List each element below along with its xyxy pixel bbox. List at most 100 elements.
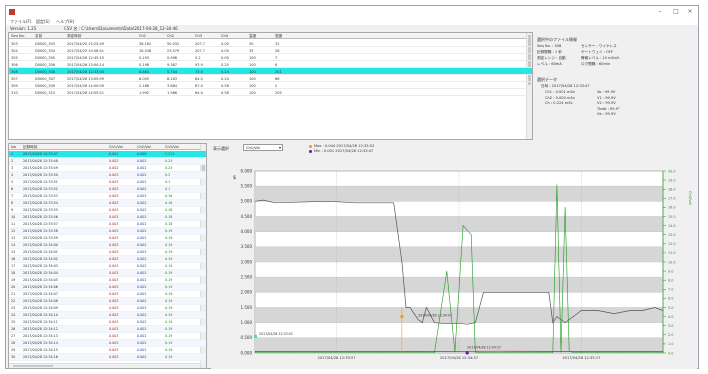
data-table-row[interactable]: 23 2017/04/28 12:34:09 0.003 0.002 0.19 bbox=[9, 305, 206, 312]
data-table-cell: 19 bbox=[11, 278, 16, 282]
data-table-header-cell[interactable]: No bbox=[11, 145, 16, 149]
data-table-header-cell[interactable]: Ch3/Val bbox=[165, 145, 179, 149]
file-table-cell: 303 bbox=[11, 41, 18, 46]
data-point bbox=[499, 350, 501, 352]
data-table-h-scrollbar[interactable] bbox=[9, 363, 200, 368]
menu-file[interactable]: ファイル(F) bbox=[10, 19, 32, 24]
file-table-cell: 64.0 bbox=[195, 90, 203, 95]
data-table-row[interactable]: 27 2017/04/28 12:34:13 0.003 0.002 0.19 bbox=[9, 333, 206, 340]
file-table-header-cell[interactable]: Ch1 bbox=[139, 34, 147, 38]
data-table-cell: 0.003 bbox=[109, 278, 119, 282]
data-table-cell: 11 bbox=[11, 222, 16, 226]
data-table-cell: 0.002 bbox=[137, 159, 147, 163]
data-table-row[interactable]: 30 2017/04/28 12:34:16 0.003 0.002 0.19 bbox=[9, 354, 206, 361]
close-button[interactable]: × bbox=[687, 8, 693, 15]
data-table-row[interactable]: 8 2017/04/28 12:33:54 0.003 0.002 0.16 bbox=[9, 200, 206, 207]
channel-select[interactable]: Ch1/Val ▾ bbox=[243, 144, 283, 151]
data-table-row[interactable]: 3 2017/04/28 12:33:49 0.002 0.002 0.24 bbox=[9, 165, 206, 172]
file-table-cell: 0.198 bbox=[139, 62, 150, 67]
file-table-row[interactable]: 303 D0000_303 2017/04/20 15:20:49 38.162 50.… bbox=[9, 40, 532, 47]
file-table-row[interactable]: 310 D0000_310 2017/04/28 14:55:21 1.992 1.98… bbox=[9, 89, 532, 96]
data-table-row[interactable]: 28 2017/04/28 12:34:14 0.003 0.002 0.19 bbox=[9, 340, 206, 347]
data-table-cell: 0.002 bbox=[137, 215, 147, 219]
data-point bbox=[540, 352, 541, 353]
data-table-row[interactable]: 22 2017/04/28 12:34:08 0.003 0.002 0.19 bbox=[9, 298, 206, 305]
menu-help[interactable]: ヘルプ(H) bbox=[56, 19, 75, 24]
file-table-row[interactable]: 304 D0000_304 2017/04/25 10:06:41 18.038 23.… bbox=[9, 47, 532, 54]
data-point bbox=[262, 199, 264, 201]
file-table-cell: 0.58 bbox=[221, 83, 229, 88]
data-table-row[interactable]: 16 2017/04/28 12:34:02 0.003 0.002 0.19 bbox=[9, 256, 206, 263]
data-point bbox=[621, 352, 623, 353]
file-table-header-cell[interactable]: 名前 bbox=[35, 34, 43, 38]
data-table-row[interactable]: 18 2017/04/28 12:34:04 0.003 0.002 0.19 bbox=[9, 270, 206, 277]
data-table-cell: 0.19 bbox=[165, 229, 173, 233]
data-table-row[interactable]: 1 2017/04/28 12:33:47 0.001 0.000 0.224 bbox=[9, 151, 206, 158]
data-table-row[interactable]: 17 2017/04/28 12:34:03 0.003 0.002 0.19 bbox=[9, 263, 206, 270]
data-table-row[interactable]: 20 2017/04/28 12:34:06 0.003 0.002 0.19 bbox=[9, 284, 206, 291]
data-table-cell: 0.003 bbox=[109, 229, 119, 233]
data-table-row[interactable]: 6 2017/04/28 12:33:52 0.003 0.002 0.1 bbox=[9, 186, 206, 193]
data-table-cell: 0.002 bbox=[137, 278, 147, 282]
data-point bbox=[450, 322, 452, 324]
data-point bbox=[417, 351, 419, 352]
file-table-cell: 306 bbox=[11, 62, 18, 67]
data-table-row[interactable]: 25 2017/04/28 12:34:11 0.003 0.002 0.19 bbox=[9, 319, 206, 326]
file-table-header-cell[interactable]: Ch2 bbox=[167, 34, 175, 38]
data-table-row[interactable]: 21 2017/04/28 12:34:07 0.003 0.002 0.19 bbox=[9, 291, 206, 298]
data-table-row[interactable]: 4 2017/04/28 12:33:50 0.003 0.002 0.2 bbox=[9, 172, 206, 179]
data-table-cell: 2017/04/28 12:34:08 bbox=[23, 299, 58, 303]
file-table-header-cell[interactable]: Ch3 bbox=[195, 34, 203, 38]
file-table-row[interactable]: 307 D0000_307 2017/04/26 13:05:09 8.005 8.16… bbox=[9, 75, 532, 82]
legend-max-text: Max : 5.044 2017/04/28 12:33:52 bbox=[314, 144, 375, 148]
chart-panel: 表示選択 Ch1/Val ▾ Max : 5.044 2017/04/28 12… bbox=[211, 143, 697, 369]
data-table-cell: 2017/04/28 12:34:13 bbox=[23, 334, 58, 338]
maximize-button[interactable]: □ bbox=[673, 8, 679, 15]
data-table-row[interactable]: 26 2017/04/28 12:34:12 0.003 0.002 0.19 bbox=[9, 326, 206, 333]
data-table-row[interactable]: 15 2017/04/28 12:34:01 0.003 0.002 0.19 bbox=[9, 249, 206, 256]
data-table-row[interactable]: 12 2017/04/28 12:33:58 0.003 0.002 0.19 bbox=[9, 228, 206, 235]
data-table-row[interactable]: 2 2017/04/28 12:33:48 0.002 0.002 0.24 bbox=[9, 158, 206, 165]
data-table-cell: 0.003 bbox=[109, 313, 119, 317]
data-table-row[interactable]: 14 2017/04/28 12:34:00 0.003 0.002 0.19 bbox=[9, 242, 206, 249]
data-table-cell: 2017/04/28 12:34:07 bbox=[23, 292, 58, 296]
data-point bbox=[499, 292, 501, 293]
data-table-cell: 28 bbox=[11, 341, 16, 345]
data-table-row[interactable]: 11 2017/04/28 12:33:57 0.003 0.002 0.18 bbox=[9, 221, 206, 228]
data-table-header-cell[interactable]: Ch2/Val bbox=[137, 145, 151, 149]
menu-settings[interactable]: 設定(S) bbox=[36, 19, 50, 24]
data-table-row[interactable]: 24 2017/04/28 12:34:10 0.003 0.002 0.19 bbox=[9, 312, 206, 319]
file-table-row[interactable]: 306 D0000_306 2017/04/26 13:00:14 0.198 9.38… bbox=[9, 61, 532, 68]
data-point bbox=[462, 225, 464, 226]
file-table-row[interactable]: 308 D0000_308 2017/04/28 12:33:00 8.884 5.74… bbox=[9, 68, 532, 75]
legend-min: Min : 0.001 2017/04/28 12:33:47 bbox=[309, 149, 373, 153]
minimize-button[interactable]: – bbox=[658, 8, 662, 15]
data-table-row[interactable]: 19 2017/04/28 12:34:05 0.003 0.002 0.19 bbox=[9, 277, 206, 284]
file-table-header-cell[interactable]: 温度 bbox=[249, 34, 257, 38]
file-table-header-cell[interactable]: Ch4 bbox=[221, 34, 229, 38]
line-chart[interactable]: 6.000 5.500 5.000 4.500 4.000 3.500 3.000 2.500… bbox=[211, 157, 697, 369]
data-table-header-cell[interactable]: Ch1/Val bbox=[109, 145, 123, 149]
file-table-header-cell[interactable]: 湿度 bbox=[275, 34, 283, 38]
data-point bbox=[421, 322, 423, 323]
y-left-tick: 1.000 bbox=[241, 320, 253, 325]
selected-data-value: Ch : 0.224 mSv bbox=[545, 101, 573, 105]
selected-data-value: V2 : 99.9V bbox=[597, 101, 616, 105]
file-table-header-cell[interactable]: 測定時刻 bbox=[67, 34, 82, 38]
data-table-header-cell[interactable]: 記録時刻 bbox=[23, 145, 38, 149]
data-table-cell: 0.16 bbox=[165, 194, 173, 198]
selected-data-value: Vo : 99.9V bbox=[597, 90, 616, 94]
data-table-row[interactable]: 7 2017/04/28 12:33:53 0.003 0.002 0.16 bbox=[9, 193, 206, 200]
data-table-row[interactable]: 13 2017/04/28 12:33:59 0.003 0.002 0.19 bbox=[9, 235, 206, 242]
data-table-cell: 15 bbox=[11, 250, 16, 254]
data-table-row[interactable]: 29 2017/04/28 12:34:15 0.003 0.002 0.19 bbox=[9, 347, 206, 354]
data-table-row[interactable]: 9 2017/04/28 12:33:55 0.003 0.002 0.18 bbox=[9, 207, 206, 214]
file-table-cell: 0.58 bbox=[221, 90, 229, 95]
file-table-cell: 50.032 bbox=[167, 41, 180, 46]
data-table-row[interactable]: 10 2017/04/28 12:33:56 0.003 0.002 0.18 bbox=[9, 214, 206, 221]
file-table-row[interactable]: 305 D0000_305 2017/04/26 12:45:10 0.193 0.99… bbox=[9, 54, 532, 61]
file-table-row[interactable]: 309 D0000_309 2017/04/26 14:00:09 2.168 3.88… bbox=[9, 82, 532, 89]
file-table-header-cell[interactable]: Seq No. bbox=[11, 34, 25, 38]
data-table-row[interactable]: 5 2017/04/28 12:33:51 0.003 0.002 0.1 bbox=[9, 179, 206, 186]
data-point bbox=[377, 352, 378, 353]
